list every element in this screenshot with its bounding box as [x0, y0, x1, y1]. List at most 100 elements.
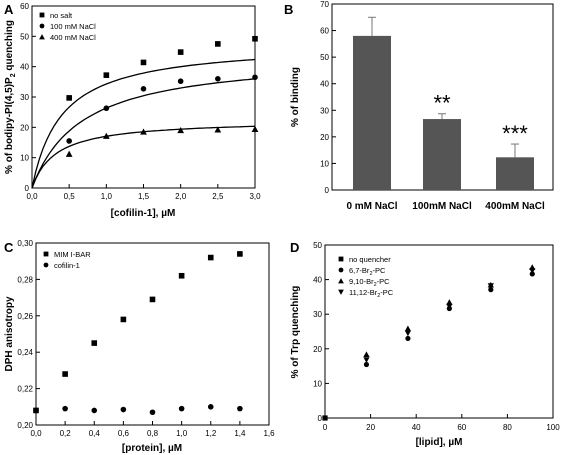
x-tick-label: 0,4 [89, 429, 101, 438]
data-point [207, 254, 214, 261]
panel-c-frame [35, 242, 270, 426]
panel-b-chart: % of binding 0 10 20 30 40 50 60 70 0 mM NaCl ** 1… [290, 0, 554, 212]
significance-label: *** [502, 121, 528, 146]
category-label: 100mM NaCl [412, 201, 472, 212]
data-point [405, 335, 411, 342]
panel-d-xlabel: [lipid], µM [416, 437, 463, 448]
y-tick-label: 30 [20, 93, 29, 102]
x-tick-label: 0,8 [147, 429, 159, 438]
y-tick-label: 50 [313, 241, 322, 250]
significance-label: ** [433, 91, 451, 116]
y-tick-label: 60 [20, 2, 29, 11]
x-tick-label: 1,2 [205, 429, 217, 438]
x-tick-label: 1,6 [263, 429, 275, 438]
panel-a-chart: % of bodipy-PI(4,5)P2 quenching [cofilin… [4, 2, 261, 219]
legend-label: 100 mM NaCl [50, 22, 96, 31]
data-point [177, 78, 184, 85]
y-tick-label: 40 [320, 80, 329, 89]
data-point [65, 150, 73, 157]
legend-label: no quencher [349, 255, 391, 264]
panel-c-chart: DPH anisotropy [protein], µM 0,0 0,2 0,4 0,… [4, 239, 275, 454]
data-point [103, 72, 110, 78]
data-point [487, 283, 494, 290]
data-point [91, 340, 98, 346]
legend-label: MIM I-BAR [54, 250, 91, 259]
x-tick-label: 2,5 [212, 192, 224, 201]
data-point [529, 268, 536, 274]
panel-letter-a: A [4, 2, 14, 17]
data-point [103, 105, 110, 112]
data-point [252, 35, 258, 42]
y-tick-label: 70 [320, 0, 329, 9]
panel-d-chart: % of Trp quenching [lipid], µM 0 20 40 60 80… [290, 241, 560, 448]
panel-d-ylabel: % of Trp quenching [290, 286, 301, 379]
bar [423, 119, 461, 190]
x-tick-label: 80 [503, 423, 512, 432]
data-point [140, 86, 147, 92]
data-point [177, 49, 184, 55]
data-point [178, 405, 185, 412]
data-point [363, 357, 370, 363]
bar [496, 157, 534, 190]
data-point [120, 316, 127, 323]
panel-letter-c: C [4, 240, 14, 255]
x-tick-label: 0,6 [118, 429, 130, 438]
legend-marker [338, 289, 344, 295]
data-point [237, 405, 243, 412]
y-tick-label: 0,30 [17, 239, 33, 248]
data-point [177, 127, 185, 134]
data-point [66, 95, 72, 101]
data-point [91, 407, 98, 414]
y-tick-label: 0,28 [17, 275, 33, 284]
legend-label: 11,12-Br2-PC [349, 288, 394, 299]
x-tick-label: 0,0 [26, 192, 38, 201]
y-tick-label: 0,22 [17, 385, 33, 394]
category-label: 400mM NaCl [485, 201, 545, 212]
data-point [214, 126, 222, 133]
data-point [529, 271, 535, 277]
panel-d-frame [324, 244, 554, 419]
legend-marker [43, 262, 49, 268]
panel-c-ylabel: DPH anisotropy [4, 296, 15, 371]
data-point [149, 296, 156, 303]
data-point [488, 287, 494, 293]
panel-c-xlabel: [protein], µM [122, 443, 182, 454]
x-tick-label: 1,5 [138, 192, 150, 201]
y-tick-label: 60 [320, 27, 329, 36]
legend-marker [43, 251, 49, 257]
x-tick-label: 1,0 [101, 192, 113, 201]
legend-marker [39, 12, 45, 18]
legend-label: no salt [50, 11, 73, 20]
data-point [404, 330, 412, 337]
data-point [62, 371, 68, 377]
panel-b-ylabel: % of binding [290, 67, 301, 127]
y-tick-label: 0 [25, 184, 30, 193]
data-point [140, 59, 147, 66]
y-tick-label: 10 [320, 159, 329, 168]
data-point [363, 351, 370, 358]
legend-marker [338, 278, 344, 284]
data-point [207, 404, 214, 410]
x-tick-label: 0 [323, 423, 328, 432]
x-tick-label: 3,0 [249, 192, 261, 201]
legend-label: 6,7-Br2-PC [349, 266, 386, 277]
data-point [446, 299, 453, 305]
fit-curve [31, 78, 256, 189]
legend-marker [39, 23, 45, 29]
data-point [178, 272, 185, 279]
legend-label: 400 mM NaCl [50, 33, 96, 42]
panel-letter-b: B [284, 2, 293, 17]
legend-label: 9,10-Br2-PC [349, 277, 390, 288]
y-tick-label: 20 [313, 345, 322, 354]
y-tick-label: 10 [20, 154, 29, 163]
bar [353, 35, 391, 191]
data-point [215, 76, 221, 82]
data-point [404, 325, 412, 332]
data-point [33, 407, 39, 414]
legend-marker [39, 34, 45, 40]
category-label: 0 mM NaCl [346, 201, 397, 212]
data-point [102, 132, 110, 139]
y-tick-label: 0,26 [17, 312, 33, 321]
y-tick-label: 20 [20, 123, 29, 132]
y-tick-label: 0,20 [17, 421, 33, 430]
